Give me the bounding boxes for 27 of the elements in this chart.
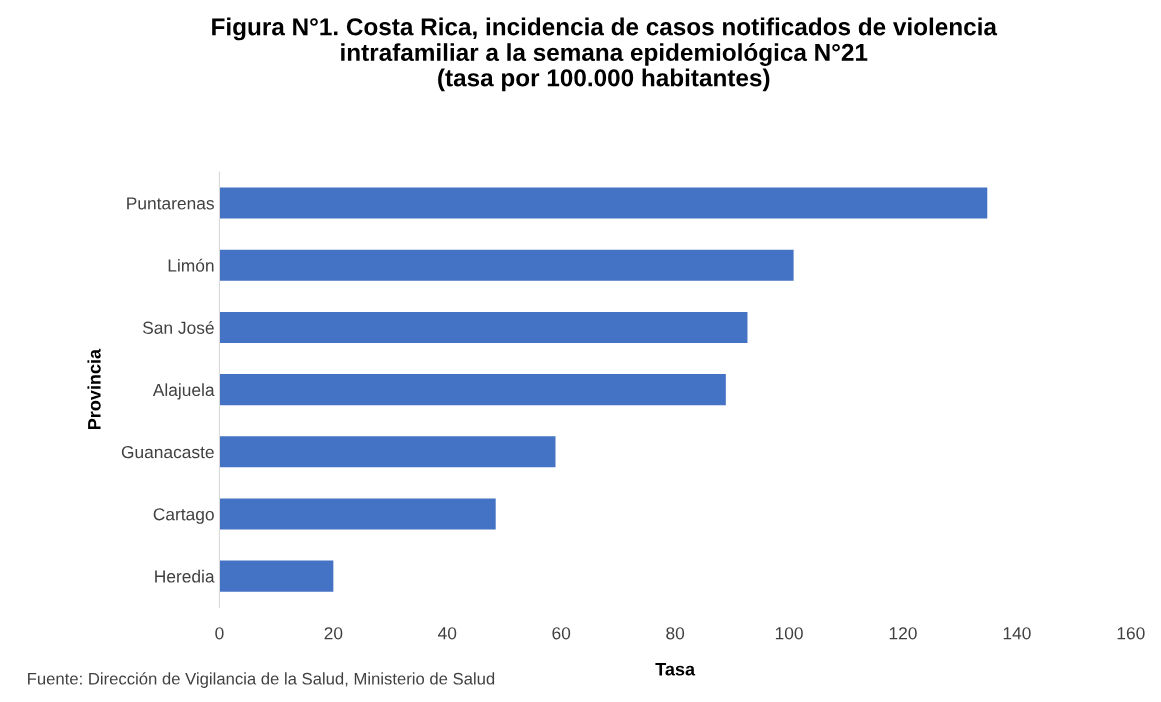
y-tick-label: San José — [142, 320, 214, 334]
bar — [219, 249, 794, 281]
x-tick-label: 80 — [666, 627, 685, 640]
x-tick-label: 0 — [215, 627, 224, 640]
x-tick-label: 140 — [1003, 627, 1031, 640]
bar — [219, 498, 496, 530]
y-tick-label: Heredia — [155, 569, 215, 583]
y-tick-label: Limón — [168, 258, 214, 272]
x-axis-title: Tasa — [655, 662, 696, 676]
y-axis-title: Provincia — [87, 348, 101, 430]
x-tick-label: 40 — [438, 627, 457, 640]
y-tick-label: Alajuela — [152, 383, 215, 400]
bar — [219, 374, 726, 406]
y-tick-label: Cartago — [153, 508, 214, 524]
y-tick-label: Puntarenas — [127, 197, 214, 210]
bar — [219, 311, 748, 343]
x-tick-label: 60 — [552, 627, 571, 640]
chart-title: Figura N°1. Costa Rica, incidencia de casos notificados de violencia intrafamiliar a la semana epidemiológica N°21 (tasa por 100.000 habitantes) — [212, 17, 998, 92]
x-tick-label: 20 — [324, 627, 343, 640]
y-tick-label: Guanacaste — [121, 445, 214, 459]
x-tick-label: 120 — [889, 627, 917, 640]
source-note: Fuente: Dirección de Vigilancia de la Salud, Ministerio de Salud — [28, 672, 495, 688]
x-tick-label: 160 — [1117, 627, 1145, 640]
x-tick-label: 100 — [775, 627, 803, 640]
bar — [219, 187, 988, 219]
bar — [219, 436, 556, 468]
bar — [219, 560, 334, 592]
